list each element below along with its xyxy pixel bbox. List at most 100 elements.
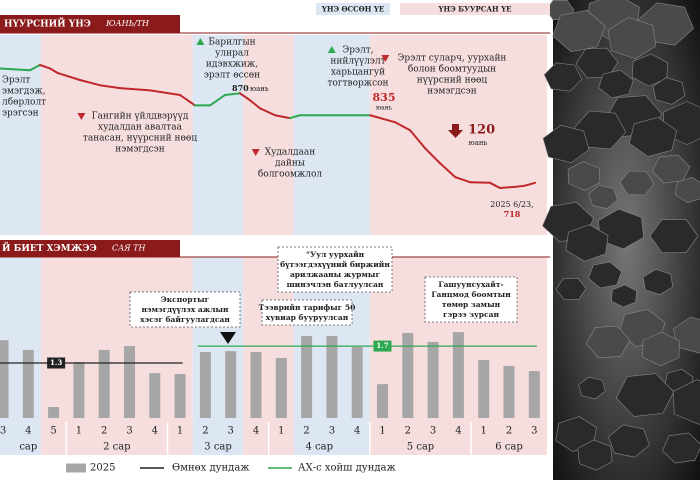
price-unit: ЮАНЬ/ТН xyxy=(105,19,150,28)
price-note: харьцангуй xyxy=(331,68,385,78)
note-text: Гашуунсухайт- xyxy=(438,280,503,289)
bar xyxy=(22,349,34,418)
legend-label: Өмнөх дундаж xyxy=(172,463,250,474)
price-note: болгоомжлол xyxy=(258,169,323,180)
note-text: хэсэг байгуулагдсан xyxy=(140,315,230,324)
note-text: төмөр замын xyxy=(442,300,501,309)
legend-label: 2025 xyxy=(90,463,115,474)
price-unit-label: юань xyxy=(250,85,269,93)
week-label: 1 xyxy=(76,426,82,437)
coal-lump xyxy=(611,284,637,308)
average-value: 1.3 xyxy=(50,358,62,367)
coal-lump xyxy=(598,69,634,99)
period-legend xyxy=(316,3,390,15)
price-note: болон боомтуудын xyxy=(408,64,496,75)
bar xyxy=(48,407,60,418)
price-note: лбөрлолт xyxy=(2,97,46,108)
period-legend xyxy=(400,3,550,15)
drop-value: 120 xyxy=(468,123,495,138)
coal-lump xyxy=(552,10,606,52)
week-label: 4 xyxy=(152,426,158,437)
week-label: 3 xyxy=(430,426,436,437)
price-line-segment xyxy=(179,94,197,107)
price-line-segment xyxy=(523,181,537,187)
coal-lump xyxy=(588,261,622,289)
drop-unit: юань xyxy=(469,139,488,147)
coal-lump xyxy=(543,62,583,92)
note-text: Тээврийн тарифыг 50 xyxy=(259,303,356,312)
bar xyxy=(174,374,186,418)
price-line-segment xyxy=(424,147,441,165)
note-text: “Уул уурхайн xyxy=(306,250,365,259)
drop-arrow xyxy=(448,124,463,138)
price-line-segment xyxy=(38,64,52,70)
up-marker xyxy=(327,46,336,53)
price-line-segment xyxy=(78,79,101,87)
up-marker xyxy=(196,38,205,45)
price-note: нүүрсний нөөц xyxy=(417,76,488,86)
bar xyxy=(452,332,464,418)
week-label: 3 xyxy=(126,426,132,437)
bar xyxy=(275,357,287,418)
price-note: Эрэлт суларч, уурхайн xyxy=(398,54,507,64)
period-shade xyxy=(243,35,294,235)
price-line-segment xyxy=(98,84,121,90)
note-text: Экспортыг xyxy=(161,295,210,304)
week-label: 1 xyxy=(481,426,487,437)
price-line-segment xyxy=(469,181,492,184)
month-label: 5 сар xyxy=(407,442,435,453)
average-tag xyxy=(47,357,66,369)
month-label: сар xyxy=(19,442,37,453)
week-label: 2 xyxy=(506,426,512,437)
volume-title: Й БИЕТ ХЭМЖЭЭ xyxy=(2,241,97,254)
price-note: танасан, нүүрсний нөөц xyxy=(83,134,197,144)
week-label: 1 xyxy=(278,426,284,437)
period-shade xyxy=(40,257,193,455)
bar xyxy=(377,384,388,418)
price-line-segment xyxy=(409,129,427,150)
price-note: нэмэгдсэн xyxy=(115,145,164,155)
down-marker xyxy=(251,149,260,156)
month-label: 3 сар xyxy=(204,442,232,453)
price-note: эмэгдэж, xyxy=(2,87,46,97)
note-text: нэмэгдүүлэх ажлын xyxy=(141,305,229,314)
price-line-segment xyxy=(223,92,242,97)
price-line-segment xyxy=(118,87,151,92)
period-shade xyxy=(293,35,370,235)
price-line-segment xyxy=(489,181,501,189)
period-shade xyxy=(369,35,547,235)
price-note: Барилгын xyxy=(208,38,255,48)
bar xyxy=(149,373,161,418)
down-marker xyxy=(77,113,86,120)
price-line-segment xyxy=(454,176,472,184)
period-shade xyxy=(40,35,193,235)
coal-lump xyxy=(651,154,691,184)
coal-lump xyxy=(642,268,674,296)
coal-lump xyxy=(674,177,700,203)
price-note: эрэгсэн xyxy=(2,109,39,119)
period-legend-label: ҮНЭ ӨССӨН ҮЕ xyxy=(321,5,384,14)
coal-lump xyxy=(542,124,590,164)
bar xyxy=(427,341,439,418)
coal-lump xyxy=(615,373,675,417)
price-unit-label: юань xyxy=(376,105,393,112)
coal-lump xyxy=(597,208,645,250)
coal-lump xyxy=(672,316,700,354)
coal-lump xyxy=(652,77,686,105)
week-label: 2 xyxy=(202,426,208,437)
coal-lump xyxy=(585,325,631,359)
coal-lump xyxy=(661,432,700,464)
title-banner xyxy=(0,240,180,257)
week-label: 3 xyxy=(0,426,6,437)
price-line-segment xyxy=(29,64,41,72)
price-line-segment xyxy=(498,185,517,189)
price-line-segment xyxy=(393,121,412,132)
coal-lump xyxy=(588,185,618,209)
bar xyxy=(528,371,540,418)
coal-lump xyxy=(608,424,650,458)
bar xyxy=(98,349,110,418)
week-label: 1 xyxy=(379,426,385,437)
price-note: худалдан авалтаа xyxy=(98,123,183,133)
bar xyxy=(326,335,338,418)
week-label: 4 xyxy=(455,426,461,437)
